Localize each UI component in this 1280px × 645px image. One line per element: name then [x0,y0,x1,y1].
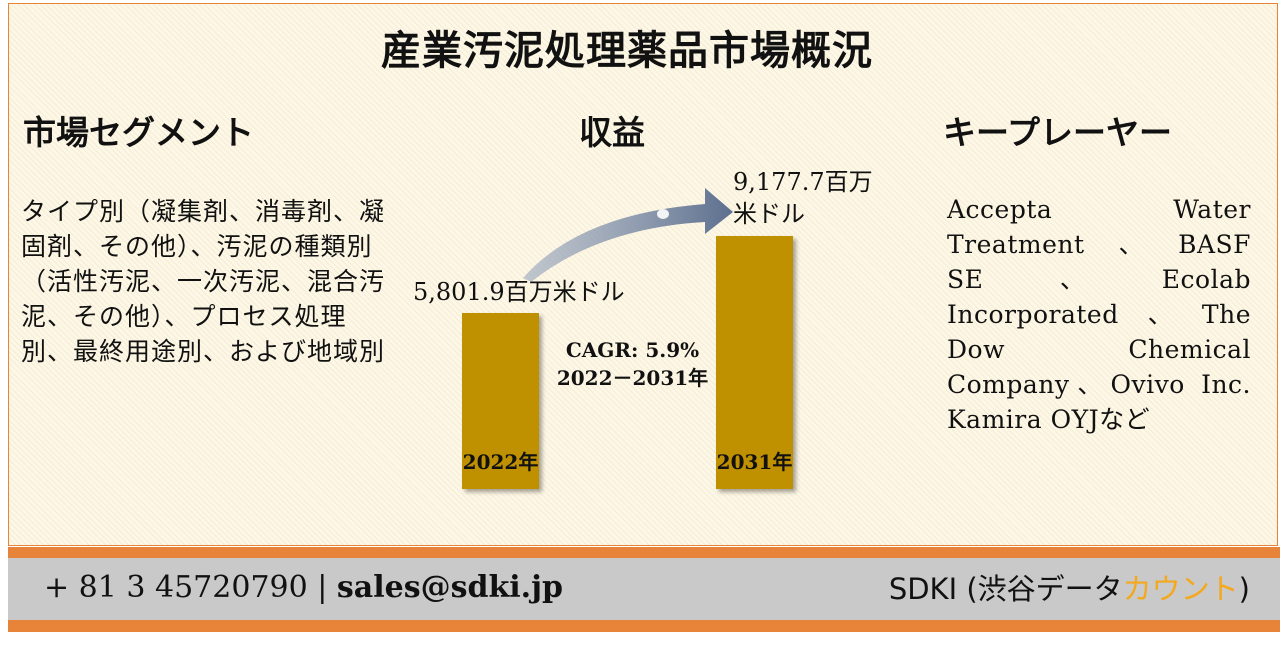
bar-2031: 2031年 [716,236,793,489]
segments-heading: 市場セグメント [23,113,254,152]
growth-arrow-icon [523,188,733,282]
bar-2022: 2022年 [462,313,539,489]
email-link[interactable]: sales@sdki.jp [336,570,563,605]
brand-name: SDKI (渋谷データカウント) [889,566,1250,608]
bar-year-2031: 2031年 [716,450,793,474]
cagr-rate: CAGR: 5.9% [565,338,700,362]
footer-top-stripe [8,547,1280,558]
brand-prefix: SDKI (渋谷データ [888,572,1123,606]
players-text: Accepta Water Treatment、BASF SE、Ecolab I… [947,195,1251,434]
page-title: 産業汚泥処理薬品市場概況 [381,27,873,74]
bar-year-2022: 2022年 [462,450,539,474]
brand-accent: カウント [1122,572,1239,606]
segments-text: タイプ別（凝集剤、消毒剤、凝固剤、その他）、汚泥の種類別（活性汚泥、一次汚泥、混… [21,197,386,366]
footer-bar: + 81 3 45720790 | sales@sdki.jp SDKI (渋谷… [8,558,1280,620]
footer-bottom-stripe [8,620,1280,632]
value-label-2022: 5,801.9百万米ドル [413,278,625,306]
revenue-heading: 収益 [579,113,645,152]
players-heading: キープレーヤー [943,113,1173,152]
infographic-panel: 産業汚泥処理薬品市場概況 市場セグメント 収益 キープレーヤー タイプ別（凝集剤… [8,3,1278,546]
value-label-2031-line2: 米ドル [733,200,805,228]
value-label-2031: 9,177.7百万 米ドル [733,166,873,230]
contact-separator: | [317,570,328,605]
brand-suffix: ) [1238,572,1250,606]
value-label-2031-line1: 9,177.7百万 [733,168,873,196]
cagr-period: 2022－2031年 [556,366,709,390]
phone-number[interactable]: + 81 3 45720790 [44,570,308,605]
contact-info: + 81 3 45720790 | sales@sdki.jp [44,570,563,605]
cagr-label: CAGR: 5.9% 2022－2031年 [555,336,710,392]
